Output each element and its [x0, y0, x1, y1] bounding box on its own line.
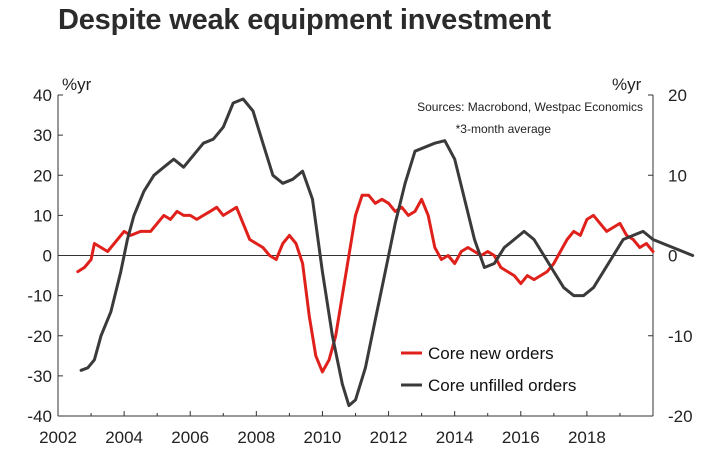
legend: Core new orders Core unfilled orders — [401, 344, 576, 395]
series-line-core-new-orders — [76, 193, 655, 374]
sources-note: Sources: Macrobond, Westpac Economics — [417, 100, 643, 114]
y-right-tick-label: 20 — [668, 86, 687, 105]
y-right-tick-label: -20 — [668, 407, 693, 426]
y-left-tick-label: 40 — [33, 86, 52, 105]
series-line-core-unfilled-orders — [79, 97, 695, 408]
y-left-tick-label: 10 — [33, 206, 52, 225]
left-axis-unit: %yr — [62, 75, 92, 94]
axes — [57, 94, 654, 417]
y-right-tick-label: 0 — [668, 247, 677, 266]
x-tick-label: 2016 — [502, 428, 540, 447]
y-left-tick-label: -10 — [27, 287, 52, 306]
legend-label-core-new-orders: Core new orders — [428, 344, 554, 363]
x-tick-label: 2006 — [171, 428, 209, 447]
x-tick-label: 2008 — [237, 428, 275, 447]
y-left-tick-label: -20 — [27, 327, 52, 346]
legend-label-core-unfilled-orders: Core unfilled orders — [428, 376, 576, 395]
y-right-tick-label: 10 — [668, 166, 687, 185]
y-right-tick-label: -10 — [668, 327, 693, 346]
x-tick-label: 2002 — [39, 428, 77, 447]
x-tick-label: 2004 — [105, 428, 143, 447]
right-axis-unit: %yr — [612, 75, 642, 94]
y-left-tick-label: -40 — [27, 407, 52, 426]
x-tick-label: 2012 — [370, 428, 408, 447]
chart-title: Despite weak equipment investment — [58, 4, 551, 36]
x-tick-label: 2018 — [568, 428, 606, 447]
y-left-tick-label: 30 — [33, 126, 52, 145]
x-tick-label: 2010 — [304, 428, 342, 447]
y-left-tick-label: 0 — [43, 247, 52, 266]
x-tick-label: 2014 — [436, 428, 474, 447]
y-left-tick-label: 20 — [33, 166, 52, 185]
y-left-tick-label: -30 — [27, 367, 52, 386]
series-group — [76, 97, 695, 408]
average-note: *3-month average — [456, 122, 552, 136]
